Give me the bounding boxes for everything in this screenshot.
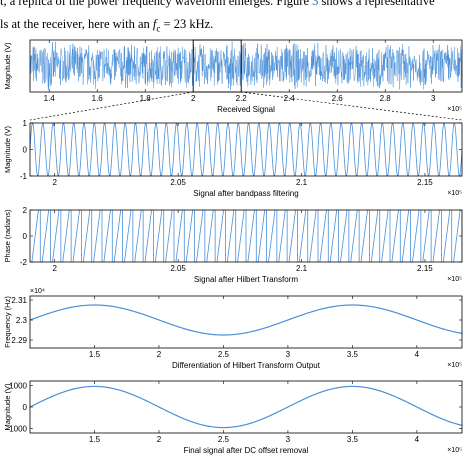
x-tick-label: 2.5 [218,350,230,359]
x-tick-label: 4 [415,350,420,359]
x-tick-label: 2.4 [284,94,296,103]
x-exponent-label: ×10⁵ [447,190,462,197]
y-axis-label: Magnitude (V) [3,42,12,90]
panel-5: 1.5 2 2.5 3 3.5 4 1000 0 -1000 Final signal after… [3,380,463,455]
y-tick-label: 2.3 [16,316,28,325]
y-tick-label: 0 [23,232,28,241]
y-tick-label: 2.31 [11,296,27,305]
panel-4: 1.5 2 2.5 3 3.5 4 2.31 2.3 2.29 Differentiation o… [3,288,463,370]
x-tick-label: 1.5 [89,435,101,444]
panel-1: 1.4 1.6 1.8 2 2.2 2.4 2.6 2.8 3 Received Signal ×1… [3,39,463,121]
caption-line-2: ls at the receiver, here with an fc = 23… [0,17,213,36]
panel-title: Final signal after DC offset removal [184,446,309,455]
x-tick-label: 1.8 [140,94,152,103]
x-tick-label: 3.5 [347,435,359,444]
panel-2: 2 2.05 2.1 2.15 1 0 -1 Signal after bandpass fi… [3,119,463,198]
y-tick-label: -2 [20,258,28,267]
x-tick-label: 4 [415,435,420,444]
x-tick-label: 2.1 [296,264,308,273]
y-exponent-label: ×10⁴ [30,288,45,295]
x-tick-label: 2 [52,264,57,273]
caption-line-2-tail: = 23 kHz. [163,17,214,31]
x-tick-label: 3 [286,435,291,444]
x-exponent-label: ×10⁵ [447,276,462,283]
y-axis-label: Phase (radians) [3,209,12,262]
caption-text: t, a replica of the power frequency wave… [0,0,474,36]
panel-3: 2 2.05 2.1 2.15 2 0 -2 Signal after Hilbert Tra… [3,206,463,284]
caption-line-2-text: ls at the receiver, here with an [0,17,150,31]
x-tick-label: 3.5 [347,350,359,359]
y-tick-label: 0 [23,403,28,412]
bandpass-signal-trace [30,123,462,176]
x-exponent-label: ×10⁵ [447,106,462,113]
frequency-trace [30,304,462,336]
caption-line-1-text: t, a replica of the power frequency wave… [0,0,310,8]
y-tick-label: 2.29 [11,336,27,345]
x-tick-label: 2.6 [332,94,344,103]
zoom-connector-left [29,91,194,121]
carrier-frequency-symbol: f [152,17,157,31]
x-tick-label: 2.15 [417,264,433,273]
x-tick-label: 2.2 [236,94,248,103]
x-tick-label: 2 [157,350,162,359]
figure-reference-link[interactable]: 3 [312,0,319,8]
zoom-box [192,39,242,93]
x-tick-label: 2.5 [218,435,230,444]
caption-line-1: t, a replica of the power frequency wave… [0,0,435,9]
x-tick-label: 2.05 [170,178,186,187]
axes-frame [29,39,463,93]
x-tick-label: 2.8 [380,94,392,103]
y-tick-label: -1000 [7,425,28,434]
panel-title: Differentiation of Hilbert Transform Out… [172,361,321,370]
y-axis-label: Magnitude (V) [3,383,12,431]
x-tick-label: 1.6 [92,94,104,103]
axes-frame [29,380,463,434]
y-axis-label: Magnitude (V) [3,125,12,173]
x-tick-label: 2 [157,435,162,444]
x-tick-label: 1.4 [44,94,56,103]
panel-title: Received Signal [217,105,275,114]
panel-title: Signal after Hilbert Transform [194,275,298,284]
y-tick-label: 2 [23,206,28,215]
x-tick-label: 2.05 [170,264,186,273]
x-exponent-label: ×10⁵ [447,447,462,454]
y-tick-label: 0 [23,146,28,155]
x-tick-label: 2.1 [296,178,308,187]
zoom-connector-right [241,91,463,121]
panel-title: Signal after bandpass filtering [193,189,298,198]
x-tick-label: 2 [52,178,57,187]
x-exponent-label: ×10⁵ [447,362,462,369]
axes-frame [29,295,463,349]
phase-sawtooth-trace [31,210,462,262]
x-tick-label: 2.15 [417,178,433,187]
x-tick-label: 3 [431,94,436,103]
x-tick-label: 1.5 [89,350,101,359]
x-tick-label: 2 [191,94,196,103]
y-tick-label: 1 [23,119,28,128]
x-tick-label: 3 [286,350,291,359]
y-tick-label: -1 [20,172,28,181]
final-signal-trace [30,385,462,429]
caption-line-1-tail: shows a representative [321,0,435,8]
y-tick-label: 1000 [9,381,27,390]
y-axis-label: Frequency (Hz) [3,296,12,348]
received-signal-trace [30,41,462,91]
carrier-frequency-subscript: c [156,23,161,34]
